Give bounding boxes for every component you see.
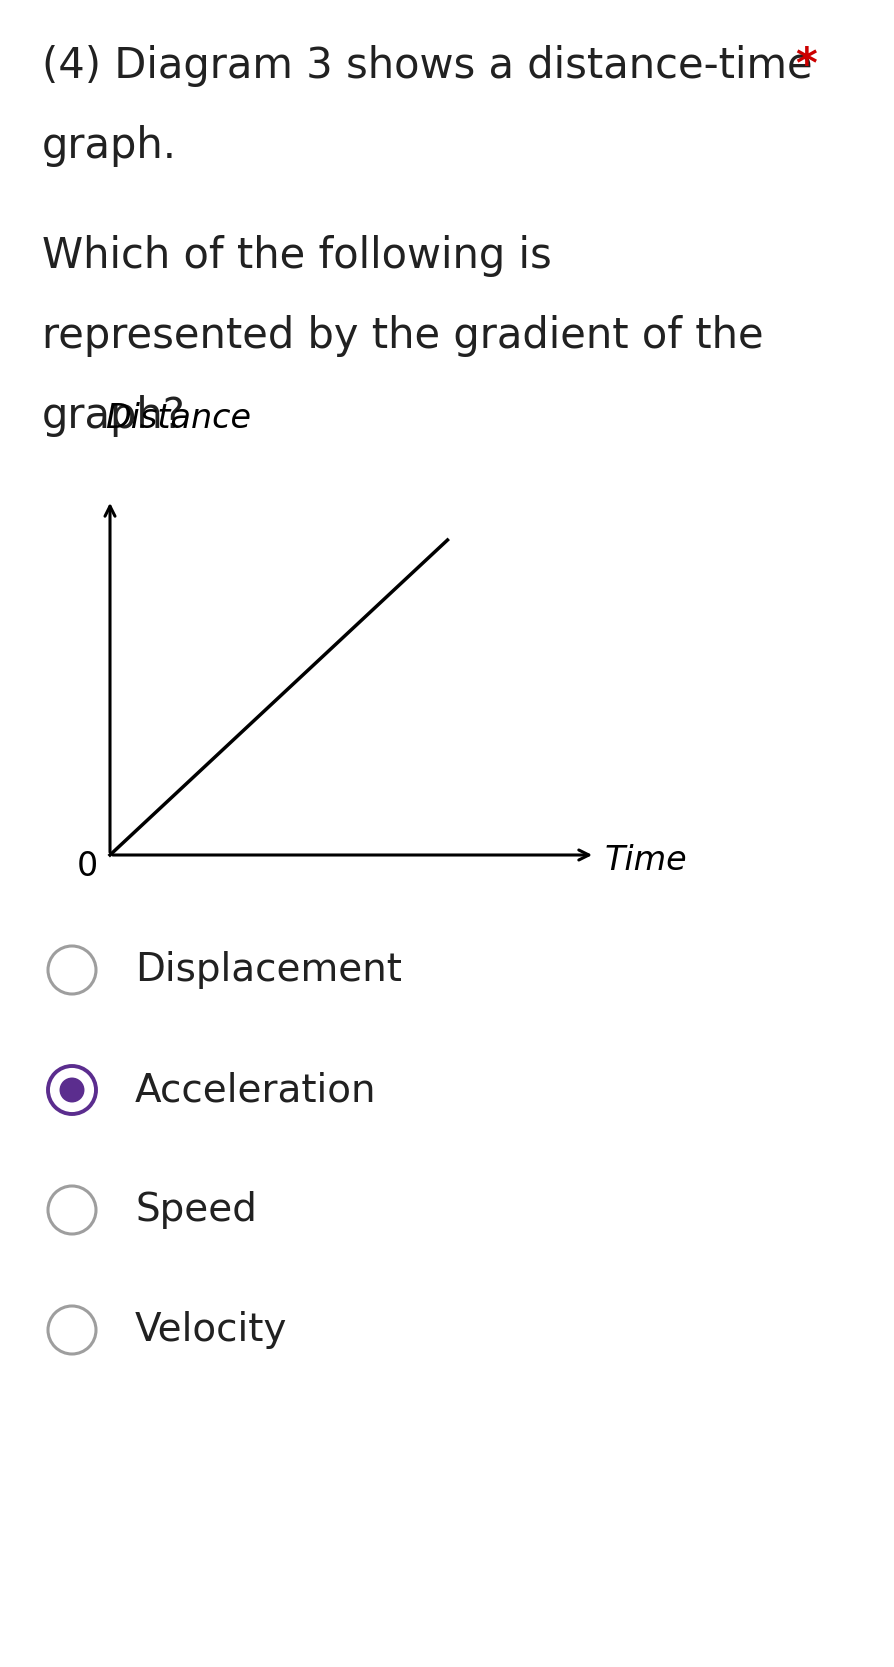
Text: represented by the gradient of the: represented by the gradient of the xyxy=(42,315,763,357)
Text: graph.: graph. xyxy=(42,125,177,167)
Text: Velocity: Velocity xyxy=(135,1310,287,1349)
Text: Displacement: Displacement xyxy=(135,950,402,989)
Text: 0: 0 xyxy=(77,850,98,884)
Text: Which of the following is: Which of the following is xyxy=(42,235,552,277)
Text: Time: Time xyxy=(605,844,687,877)
Text: Speed: Speed xyxy=(135,1190,257,1229)
Text: *: * xyxy=(795,45,817,87)
Text: (4) Diagram 3 shows a distance-time: (4) Diagram 3 shows a distance-time xyxy=(42,45,813,87)
Text: Acceleration: Acceleration xyxy=(135,1070,376,1109)
Circle shape xyxy=(60,1077,84,1102)
Text: Distance: Distance xyxy=(105,402,251,435)
Text: graph?: graph? xyxy=(42,395,186,437)
